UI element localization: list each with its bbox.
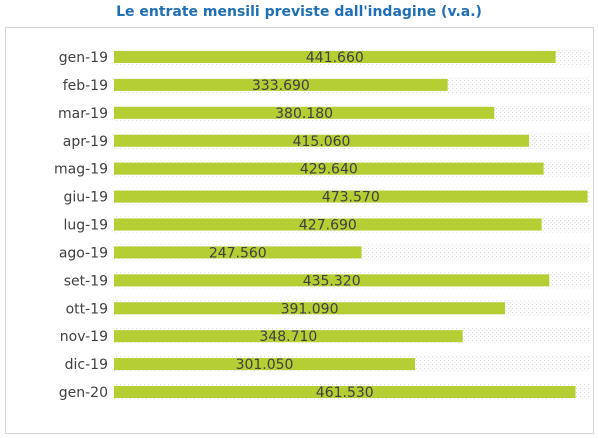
bar-ago-19 [114, 246, 362, 259]
bar-apr-19 [114, 134, 530, 147]
bar-gen-20 [114, 386, 576, 398]
value-label: 441.660 [306, 50, 364, 66]
bar-giu-19 [114, 190, 588, 203]
category-label: mar-19 [58, 106, 108, 122]
bar-set-19 [114, 274, 550, 287]
bar-gen-19 [114, 51, 556, 63]
category-label: gen-19 [59, 50, 108, 66]
value-label: 429.640 [300, 162, 358, 178]
category-label: giu-19 [63, 190, 108, 206]
value-label: 247.560 [209, 245, 267, 261]
category-label: ago-19 [59, 245, 108, 261]
bar-ott-19 [114, 302, 506, 315]
value-label: 427.690 [299, 218, 357, 234]
bar-mar-19 [114, 106, 495, 119]
bar-mag-19 [114, 162, 544, 175]
category-label: lug-19 [63, 218, 108, 234]
value-label: 333.690 [252, 78, 310, 94]
category-label: dic-19 [65, 357, 108, 373]
category-label: mag-19 [54, 162, 108, 178]
bar-nov-19 [114, 330, 463, 343]
value-label: 301.050 [236, 357, 294, 373]
category-label: ott-19 [66, 301, 108, 317]
value-label: 348.710 [259, 329, 317, 345]
category-label: set-19 [64, 273, 108, 289]
value-label: 391.090 [281, 301, 339, 317]
chart-title: Le entrate mensili previste dall'indagin… [116, 4, 482, 20]
bar-feb-19 [114, 78, 448, 91]
bar-dic-19 [114, 358, 416, 371]
value-label: 415.060 [293, 134, 351, 150]
category-label: gen-20 [59, 385, 108, 401]
bar-lug-19 [114, 218, 542, 231]
category-label: apr-19 [63, 134, 108, 150]
value-label: 461.530 [316, 385, 374, 401]
value-label: 473.570 [322, 190, 380, 206]
category-label: nov-19 [60, 329, 108, 345]
category-label: feb-19 [63, 78, 108, 94]
value-label: 380.180 [275, 106, 333, 122]
value-label: 435.320 [303, 273, 361, 289]
